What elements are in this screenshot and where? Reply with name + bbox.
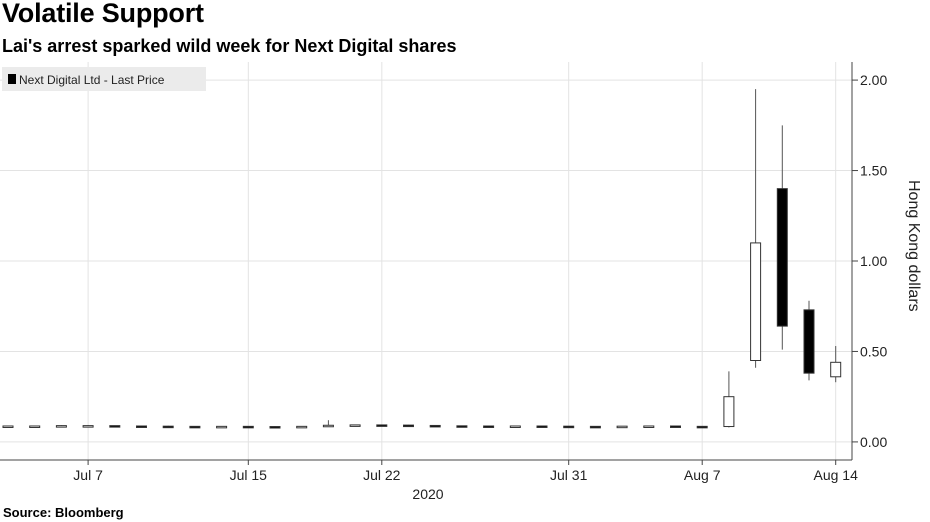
candle-body — [483, 425, 495, 428]
y-tick-label: 0.50 — [860, 343, 887, 359]
candle-body — [296, 425, 308, 429]
x-tick-label: Jul 31 — [550, 467, 588, 483]
candle-body — [29, 425, 41, 428]
y-tick-label: 0.00 — [860, 434, 887, 450]
x-tick-label: Aug 14 — [814, 467, 859, 483]
candle-body — [322, 424, 334, 428]
candle-body — [723, 396, 735, 428]
candle-body — [830, 361, 842, 378]
candle-body — [162, 425, 174, 429]
y-axis-title: Hong Kong dollars — [905, 180, 922, 312]
x-axis-year-label: 2020 — [412, 486, 443, 502]
x-tick-label: Jul 15 — [230, 467, 268, 483]
candle-body — [136, 425, 147, 428]
y-tick-label: 2.00 — [860, 72, 887, 88]
candle-body — [109, 425, 121, 428]
candle-body — [456, 425, 468, 428]
candle-body — [589, 425, 601, 429]
candle-body — [696, 425, 708, 429]
x-tick-label: Aug 7 — [684, 467, 721, 483]
candles — [2, 89, 842, 429]
chart-subtitle: Lai's arrest sparked wild week for Next … — [2, 36, 457, 56]
candle-body — [189, 425, 201, 429]
candle-body — [803, 309, 815, 374]
y-tick-label: 1.50 — [860, 163, 887, 179]
candle-body — [2, 425, 14, 428]
candle-body — [563, 425, 575, 429]
candle-body — [750, 242, 762, 361]
candle-body — [616, 425, 628, 429]
candle-body — [643, 425, 655, 428]
source-note: Source: Bloomberg — [3, 505, 124, 520]
legend-swatch — [8, 74, 16, 84]
y-axis-ticks: 0.00 0.50 1.00 1.50 2.00 — [852, 72, 887, 450]
candle-body — [376, 424, 388, 427]
candle-body — [242, 425, 254, 429]
legend-box — [2, 67, 206, 91]
candle-body — [429, 424, 441, 428]
candle-body — [82, 425, 94, 428]
x-tick-label: Jul 22 — [363, 467, 401, 483]
candle-body — [509, 425, 521, 428]
candle-body — [216, 425, 228, 429]
candle-body — [269, 426, 281, 429]
candle-body — [536, 425, 548, 428]
legend-label: Next Digital Ltd - Last Price — [19, 73, 165, 87]
chart-title: Volatile Support — [2, 0, 204, 28]
candle-body — [776, 188, 788, 327]
x-tick-label: Jul 7 — [73, 467, 103, 483]
candle-body — [670, 425, 681, 428]
candle-body — [403, 424, 414, 428]
candle-body — [55, 425, 67, 428]
y-tick-label: 1.00 — [860, 253, 887, 269]
gridlines — [0, 62, 852, 460]
candle-body — [349, 424, 361, 427]
x-axis-ticks: Jul 7 Jul 15 Jul 22 Jul 31 Aug 7 Aug 14 — [73, 460, 858, 483]
